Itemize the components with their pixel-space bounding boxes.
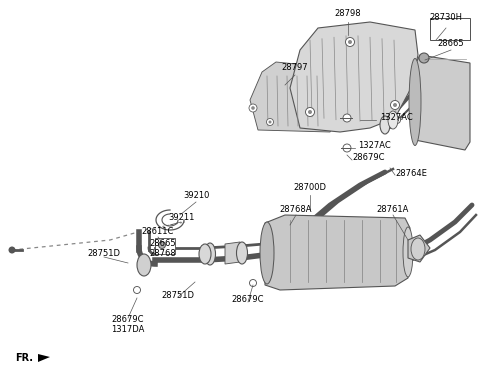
Ellipse shape [204, 243, 216, 265]
Polygon shape [225, 242, 240, 264]
Ellipse shape [388, 111, 398, 129]
Circle shape [308, 110, 312, 114]
Circle shape [393, 103, 397, 107]
Circle shape [343, 144, 351, 152]
Text: 28797: 28797 [282, 63, 308, 72]
Polygon shape [415, 55, 470, 150]
Text: 28679C: 28679C [232, 295, 264, 304]
Circle shape [391, 100, 399, 110]
Circle shape [305, 107, 314, 116]
Circle shape [394, 116, 400, 123]
Text: 1327AC: 1327AC [358, 141, 391, 150]
Text: 28751D: 28751D [87, 250, 120, 258]
Circle shape [343, 114, 351, 122]
Circle shape [250, 279, 256, 286]
FancyBboxPatch shape [155, 238, 175, 254]
Circle shape [9, 247, 15, 254]
Text: 28761A: 28761A [377, 206, 409, 214]
Text: 28768: 28768 [150, 248, 176, 257]
Polygon shape [408, 235, 430, 262]
Polygon shape [38, 354, 50, 362]
Ellipse shape [403, 227, 413, 277]
Text: 1327AC: 1327AC [380, 113, 413, 122]
Text: 39211: 39211 [168, 213, 194, 223]
Circle shape [133, 286, 141, 294]
Ellipse shape [199, 244, 211, 264]
Text: 28768A: 28768A [280, 206, 312, 214]
Ellipse shape [260, 222, 274, 284]
Text: 28665: 28665 [438, 40, 464, 48]
FancyBboxPatch shape [430, 18, 470, 40]
Polygon shape [290, 22, 418, 132]
Ellipse shape [409, 59, 421, 145]
Text: 28798: 28798 [335, 9, 361, 19]
Text: 28700D: 28700D [293, 184, 326, 192]
Text: 28751D: 28751D [161, 291, 194, 300]
Ellipse shape [137, 254, 151, 276]
Circle shape [266, 119, 274, 125]
Ellipse shape [380, 116, 390, 134]
Text: 28679C: 28679C [352, 154, 384, 163]
Circle shape [251, 106, 255, 110]
Circle shape [158, 241, 166, 248]
Text: 1317DA: 1317DA [111, 326, 144, 335]
Text: 28665: 28665 [150, 239, 176, 248]
Circle shape [268, 120, 272, 123]
Text: 28611C: 28611C [142, 228, 174, 236]
Ellipse shape [411, 238, 425, 260]
Circle shape [419, 53, 429, 63]
Circle shape [348, 40, 352, 44]
Polygon shape [265, 215, 410, 290]
Text: 28679C: 28679C [112, 316, 144, 325]
Polygon shape [250, 62, 345, 132]
Circle shape [249, 104, 257, 112]
Text: 39210: 39210 [183, 191, 209, 201]
Text: 28764E: 28764E [395, 169, 427, 178]
Text: FR.: FR. [15, 353, 33, 363]
Circle shape [346, 38, 355, 47]
Ellipse shape [237, 242, 248, 264]
Text: 28730H: 28730H [430, 13, 463, 22]
